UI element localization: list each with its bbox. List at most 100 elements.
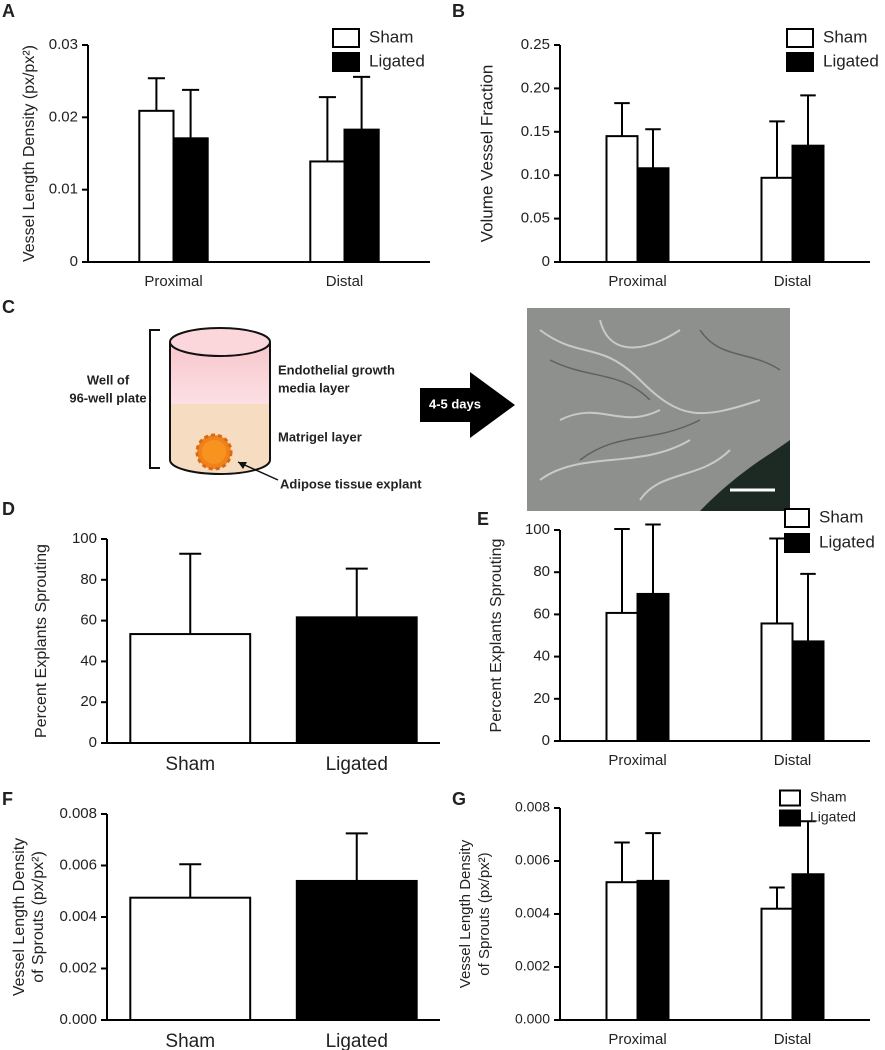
y-tick-label: 0.004 bbox=[515, 905, 550, 921]
error-bar bbox=[769, 886, 785, 909]
well-label: 96-well plate bbox=[69, 390, 146, 405]
y-axis-label: of Sprouts (px/px²) bbox=[30, 851, 47, 983]
error-bar bbox=[800, 94, 816, 146]
micrograph bbox=[527, 308, 790, 511]
bar bbox=[760, 622, 794, 743]
well-wall bbox=[169, 342, 271, 475]
error-bar bbox=[179, 552, 202, 635]
y-tick-label: 60 bbox=[533, 605, 550, 622]
x-tick-label: Ligated bbox=[326, 1031, 388, 1050]
chart: G Proximal Distal 0.000 0.002 0.004 0.006 0.008… bbox=[452, 789, 870, 1048]
y-tick-label: 0.008 bbox=[515, 799, 550, 815]
legend-swatch bbox=[786, 28, 814, 48]
error-bar bbox=[800, 820, 816, 875]
explant-label: Adipose tissue explant bbox=[280, 476, 422, 491]
legend-swatch bbox=[332, 52, 360, 72]
bar bbox=[138, 109, 175, 263]
media-label: media layer bbox=[278, 380, 350, 395]
error-bar bbox=[769, 537, 785, 624]
y-tick-label: 0 bbox=[89, 734, 97, 751]
x-tick-label: Distal bbox=[774, 752, 812, 769]
bar bbox=[129, 633, 252, 745]
y-axis-label: Vessel Length Density bbox=[457, 839, 474, 988]
legend-label: Sham bbox=[810, 789, 847, 805]
y-axis-label: Volume Vessel Fraction bbox=[477, 65, 496, 243]
y-tick-label: 0.10 bbox=[521, 166, 550, 183]
bar bbox=[295, 616, 418, 744]
legend-label: Ligated bbox=[369, 51, 425, 70]
legend-swatch bbox=[332, 28, 360, 48]
error-bar bbox=[614, 527, 630, 613]
bracket bbox=[149, 329, 160, 469]
explant bbox=[195, 433, 233, 471]
arrow bbox=[420, 372, 515, 438]
chart: E Proximal Distal 0 20 40 60 80 100 Percent Expla… bbox=[477, 507, 875, 768]
legend-swatch bbox=[784, 508, 810, 528]
panel-letter: E bbox=[477, 509, 489, 529]
y-tick-label: 0.01 bbox=[49, 181, 78, 198]
x-tick-label: Distal bbox=[326, 273, 364, 290]
y-tick-label: 0 bbox=[542, 732, 550, 749]
bar bbox=[636, 879, 670, 1021]
bar bbox=[760, 176, 794, 263]
bar bbox=[636, 592, 670, 742]
chart: F Sham Ligated 0.000 0.002 0.004 0.006 0.008 Ves… bbox=[2, 789, 440, 1050]
y-tick-label: 0 bbox=[70, 253, 78, 270]
y-axis-label: of Sprouts (px/px²) bbox=[476, 852, 493, 975]
y-tick-label: 0.03 bbox=[49, 36, 78, 53]
error-bar bbox=[353, 75, 371, 130]
bar bbox=[605, 611, 639, 742]
y-tick-label: 100 bbox=[72, 530, 97, 547]
bar bbox=[295, 879, 418, 1022]
media-label: Endothelial growth bbox=[278, 362, 395, 377]
panel-letter: A bbox=[2, 1, 15, 21]
y-axis-label: Vessel Length Density (px/px²) bbox=[21, 45, 38, 262]
error-bar bbox=[645, 523, 661, 594]
panel-c: C Well of 96-well plate Endothelial grow… bbox=[2, 297, 790, 511]
y-tick-label: 0.002 bbox=[515, 958, 550, 974]
panel-letter: D bbox=[2, 499, 15, 519]
x-tick-label: Proximal bbox=[144, 273, 202, 290]
panel-letter: C bbox=[2, 297, 15, 317]
y-tick-label: 0.008 bbox=[59, 805, 97, 822]
error-bar bbox=[345, 567, 368, 618]
chart: D Sham Ligated 0 20 40 60 80 100 Percent Explants… bbox=[2, 499, 440, 775]
y-tick-label: 20 bbox=[80, 693, 97, 710]
bar bbox=[636, 167, 670, 263]
error-bar bbox=[179, 863, 202, 898]
y-tick-label: 0.000 bbox=[515, 1011, 550, 1027]
bar bbox=[791, 144, 825, 263]
legend-label: Ligated bbox=[823, 51, 879, 70]
legend-label: Sham bbox=[369, 27, 413, 46]
y-tick-label: 0.004 bbox=[59, 908, 97, 925]
y-tick-label: 40 bbox=[80, 652, 97, 669]
bar bbox=[791, 873, 825, 1021]
y-tick-label: 0.000 bbox=[59, 1011, 97, 1028]
y-tick-label: 0.20 bbox=[521, 79, 550, 96]
y-tick-label: 0.006 bbox=[515, 852, 550, 868]
bar bbox=[605, 881, 639, 1022]
x-tick-label: Sham bbox=[165, 754, 215, 775]
bar bbox=[309, 160, 346, 263]
y-tick-label: 80 bbox=[80, 571, 97, 588]
panel-letter: G bbox=[452, 789, 466, 809]
legend-label: Sham bbox=[819, 507, 863, 526]
matrigel-label: Matrigel layer bbox=[278, 429, 362, 444]
error-bar bbox=[614, 102, 630, 137]
error-bar bbox=[614, 841, 630, 883]
legend-label: Ligated bbox=[810, 809, 856, 825]
x-tick-label: Proximal bbox=[608, 273, 666, 290]
y-tick-label: 20 bbox=[533, 690, 550, 707]
bar bbox=[343, 128, 380, 263]
error-bar bbox=[645, 832, 661, 881]
x-tick-label: Distal bbox=[774, 273, 812, 290]
well-top bbox=[169, 327, 271, 357]
error-bar bbox=[182, 88, 200, 139]
y-tick-label: 0.002 bbox=[59, 959, 97, 976]
x-tick-label: Sham bbox=[165, 1031, 215, 1050]
legend-swatch bbox=[784, 533, 810, 553]
error-bar bbox=[645, 128, 661, 169]
error-bar bbox=[318, 96, 336, 162]
y-tick-label: 60 bbox=[80, 612, 97, 629]
